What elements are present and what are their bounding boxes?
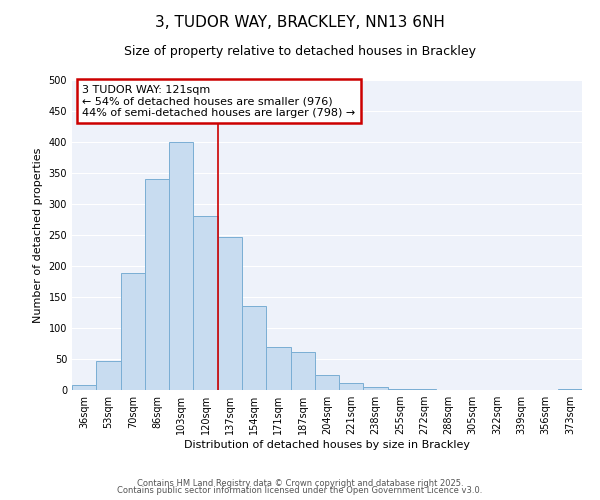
Text: Contains HM Land Registry data © Crown copyright and database right 2025.: Contains HM Land Registry data © Crown c… — [137, 478, 463, 488]
Bar — [96, 361, 121, 390]
Bar — [169, 142, 193, 390]
Bar — [72, 385, 96, 390]
Bar — [242, 306, 266, 390]
Bar — [315, 374, 339, 390]
Text: Contains public sector information licensed under the Open Government Licence v3: Contains public sector information licen… — [118, 486, 482, 495]
Bar — [558, 389, 582, 390]
Text: Size of property relative to detached houses in Brackley: Size of property relative to detached ho… — [124, 45, 476, 58]
Bar — [193, 216, 218, 390]
Text: 3, TUDOR WAY, BRACKLEY, NN13 6NH: 3, TUDOR WAY, BRACKLEY, NN13 6NH — [155, 15, 445, 30]
Bar — [121, 274, 145, 390]
Y-axis label: Number of detached properties: Number of detached properties — [33, 148, 43, 322]
Bar — [339, 382, 364, 390]
Bar — [388, 389, 412, 390]
X-axis label: Distribution of detached houses by size in Brackley: Distribution of detached houses by size … — [184, 440, 470, 450]
Text: 3 TUDOR WAY: 121sqm
← 54% of detached houses are smaller (976)
44% of semi-detac: 3 TUDOR WAY: 121sqm ← 54% of detached ho… — [82, 84, 355, 118]
Bar — [266, 346, 290, 390]
Bar — [290, 352, 315, 390]
Bar — [364, 387, 388, 390]
Bar — [145, 179, 169, 390]
Bar — [218, 238, 242, 390]
